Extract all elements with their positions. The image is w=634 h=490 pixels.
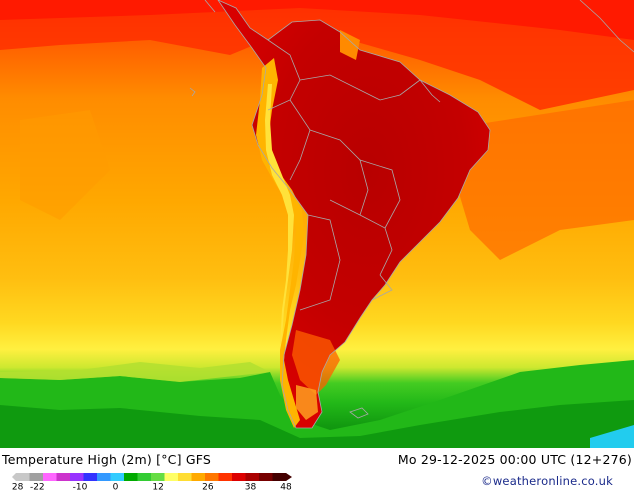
legend-arrow-high xyxy=(286,473,292,481)
legend-swatch xyxy=(56,473,71,481)
legend-tick-label: 26 xyxy=(202,483,214,490)
legend-tick-label: 48 xyxy=(280,483,292,490)
legend-swatch xyxy=(43,473,57,481)
legend-swatch xyxy=(124,473,138,481)
legend-swatch xyxy=(29,473,44,481)
legend-swatch xyxy=(70,473,84,481)
legend-swatch xyxy=(16,473,30,481)
country-borders xyxy=(189,0,634,429)
color-legend: -28 -22 -10 0 12 26 38 48 xyxy=(12,473,292,490)
warm-band-north xyxy=(0,0,634,110)
footer-bar: Temperature High (2m) [°C] GFS Mo 29-12-… xyxy=(0,448,634,490)
legend-tick-label: -10 xyxy=(73,483,88,490)
legend-swatch xyxy=(272,473,287,481)
transition-band xyxy=(0,362,270,382)
patagonia-south xyxy=(296,385,318,420)
legend-swatch xyxy=(218,473,233,481)
legend-swatch xyxy=(137,473,152,481)
legend-tick-label: 0 xyxy=(113,483,119,490)
legend-swatch xyxy=(191,473,206,481)
legend-swatch xyxy=(245,473,260,481)
legend-tick-label: 38 xyxy=(245,483,257,490)
legend-swatch xyxy=(259,473,273,481)
valid-time: Mo 29-12-2025 00:00 UTC (12+276) xyxy=(397,452,632,467)
map-title: Temperature High (2m) [°C] GFS xyxy=(2,452,212,467)
warm-band-top xyxy=(0,0,634,40)
cold-band-far-south xyxy=(0,400,634,448)
legend-swatch xyxy=(110,473,125,481)
legend-swatch xyxy=(83,473,98,481)
south-america-landmass xyxy=(218,0,490,428)
legend-swatch xyxy=(178,473,192,481)
legend-swatch xyxy=(164,473,179,481)
legend-swatch xyxy=(205,473,219,481)
legend-tick-label: 12 xyxy=(152,483,163,490)
venezuela-highland xyxy=(340,30,360,60)
cool-corner xyxy=(590,425,634,448)
legend-swatch xyxy=(232,473,246,481)
andes-crest xyxy=(265,84,294,345)
legend-swatch xyxy=(151,473,165,481)
legend-swatch xyxy=(97,473,111,481)
legend-tick-label: -28 xyxy=(12,483,24,490)
pacific-patch xyxy=(20,110,110,220)
legend-tick-label: -22 xyxy=(30,483,45,490)
temperature-map[interactable] xyxy=(0,0,634,448)
patagonia-warm xyxy=(292,330,340,395)
site-credit[interactable]: ©weatheronline.co.uk xyxy=(481,474,613,488)
legend-arrow-low xyxy=(12,473,16,481)
